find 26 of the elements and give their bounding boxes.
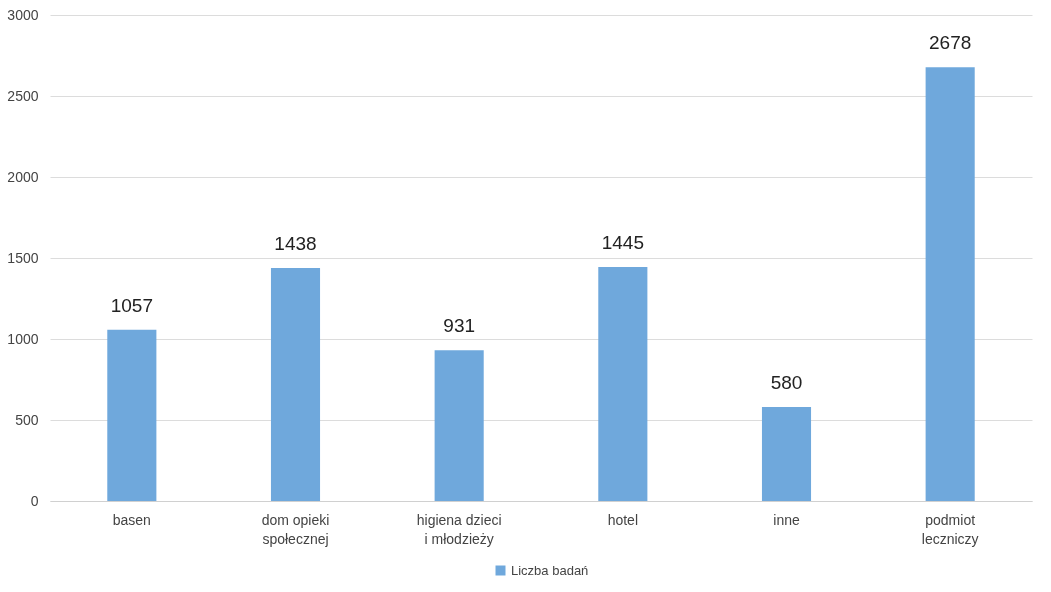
x-tick-label: podmiot leczniczy xyxy=(921,511,979,547)
legend-label: Liczba badań xyxy=(511,562,589,578)
y-tick-label: 3000 xyxy=(7,6,39,23)
x-tick-label: hotel xyxy=(607,511,639,528)
bar xyxy=(107,329,157,501)
x-tick-label: higiena dzieci i młodzieży xyxy=(416,511,502,547)
bar xyxy=(761,407,812,501)
y-tick-label: 1000 xyxy=(7,330,39,347)
data-label: 1445 xyxy=(601,231,644,253)
bar xyxy=(270,268,321,501)
y-tick-label: 500 xyxy=(15,411,39,428)
y-tick-label: 1500 xyxy=(7,249,39,266)
data-label: 931 xyxy=(443,315,476,337)
x-tick-label: basen xyxy=(112,511,151,528)
data-label: 580 xyxy=(770,372,803,394)
data-label: 1438 xyxy=(274,233,317,255)
bar xyxy=(598,266,648,501)
x-tick-label: inne xyxy=(773,511,800,528)
y-tick-label: 2000 xyxy=(7,168,39,185)
y-tick-label: 0 xyxy=(30,492,39,509)
x-tick-label: dom opieki społecznej xyxy=(261,511,330,547)
bar xyxy=(925,67,975,501)
bar xyxy=(434,350,484,501)
data-label: 1057 xyxy=(110,294,153,316)
data-label: 2678 xyxy=(929,32,972,54)
y-tick-label: 2500 xyxy=(7,87,39,104)
